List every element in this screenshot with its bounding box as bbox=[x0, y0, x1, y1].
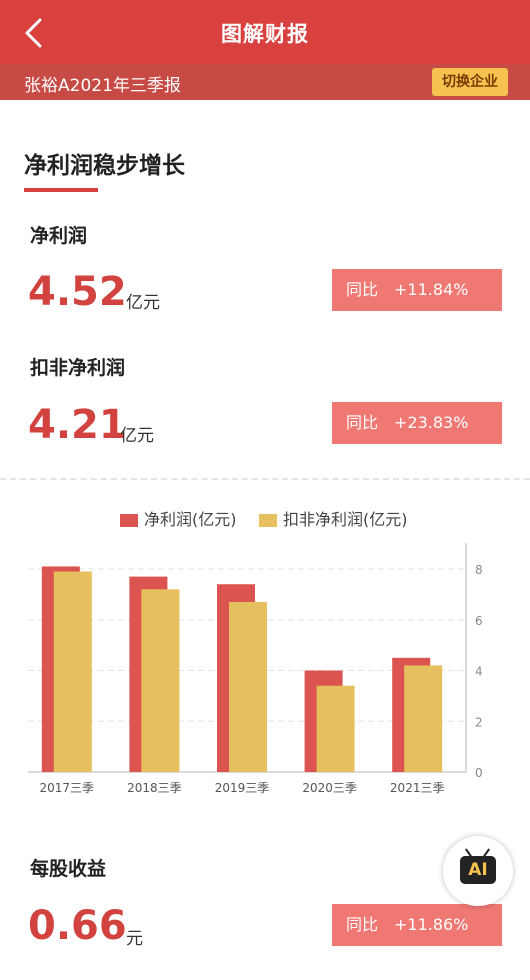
switch-company-button[interactable]: 切换企业 bbox=[432, 68, 508, 96]
bar-deducted-profit bbox=[316, 685, 355, 772]
x-tick-label: 2020三季 bbox=[302, 781, 357, 795]
chevron-left-icon[interactable] bbox=[18, 16, 52, 50]
report-bar: 张裕A2021年三季报 切换企业 bbox=[0, 64, 530, 100]
x-tick-label: 2018三季 bbox=[127, 781, 182, 795]
yoy-value: +11.84% bbox=[394, 280, 469, 299]
bar-deducted-profit bbox=[229, 601, 267, 772]
profit-bar-chart: 0 2 4 6 8 2017三季 2018三季 2019三季 2020三季 2021三季 bbox=[28, 543, 483, 795]
report-name: 张裕A2021年三季报 bbox=[24, 76, 181, 96]
chart-legend: 净利润(亿元) 扣非净利润(亿元) bbox=[0, 508, 530, 532]
bar-deducted-profit bbox=[141, 589, 180, 772]
x-tick-label: 2021三季 bbox=[390, 781, 445, 795]
eps-unit: 元 bbox=[126, 929, 143, 949]
deducted-profit-label: 扣非净利润 bbox=[30, 357, 126, 379]
bar-deducted-profit bbox=[404, 665, 443, 772]
ai-assistant-button[interactable]: AI bbox=[443, 836, 513, 906]
eps-label: 每股收益 bbox=[30, 858, 107, 880]
section-title: 净利润稳步增长 bbox=[24, 153, 185, 179]
y-tick-label: 6 bbox=[475, 614, 483, 628]
deducted-profit-unit: 亿元 bbox=[120, 426, 154, 446]
section-divider bbox=[0, 478, 530, 480]
ai-tv-icon: AI bbox=[460, 856, 496, 884]
net-profit-value: 4.52 bbox=[28, 269, 127, 315]
legend-swatch bbox=[259, 514, 277, 527]
yoy-label: 同比 bbox=[346, 915, 379, 934]
y-tick-label: 4 bbox=[475, 665, 483, 679]
net-profit-unit: 亿元 bbox=[126, 293, 160, 313]
x-tick-label: 2019三季 bbox=[215, 781, 270, 795]
net-profit-label: 净利润 bbox=[30, 225, 88, 247]
x-tick-label: 2017三季 bbox=[40, 781, 95, 795]
eps-value: 0.66 bbox=[28, 903, 127, 949]
legend-swatch bbox=[120, 514, 138, 527]
legend-label: 扣非净利润(亿元) bbox=[283, 510, 408, 529]
yoy-label: 同比 bbox=[346, 280, 379, 299]
legend-label: 净利润(亿元) bbox=[144, 510, 237, 529]
yoy-value: +23.83% bbox=[394, 413, 469, 432]
section-underline bbox=[24, 188, 98, 192]
net-profit-yoy-badge: 同比 +11.84% bbox=[332, 269, 502, 311]
deducted-profit-value: 4.21 bbox=[28, 402, 127, 448]
page-title: 图解财报 bbox=[221, 22, 309, 46]
y-tick-label: 0 bbox=[475, 766, 483, 780]
yoy-label: 同比 bbox=[346, 413, 379, 432]
deducted-profit-yoy-badge: 同比 +23.83% bbox=[332, 402, 502, 444]
bar-deducted-profit bbox=[53, 571, 92, 772]
header-bar: 图解财报 bbox=[0, 0, 530, 64]
eps-yoy-badge: 同比 +11.86% bbox=[332, 904, 502, 946]
y-tick-label: 2 bbox=[475, 715, 483, 729]
y-tick-label: 8 bbox=[475, 563, 483, 577]
yoy-value: +11.86% bbox=[394, 915, 469, 934]
